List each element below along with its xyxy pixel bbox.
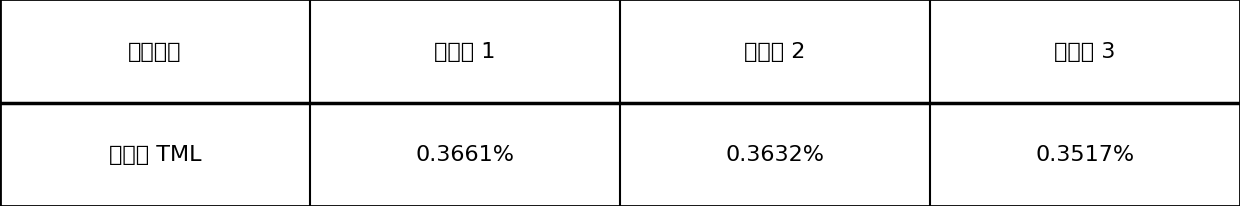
Text: 样品编号: 样品编号 [128,42,182,61]
Text: 实施例 2: 实施例 2 [744,42,806,61]
Text: 0.3632%: 0.3632% [725,145,825,164]
Text: 0.3661%: 0.3661% [415,145,515,164]
Text: 实施例 3: 实施例 3 [1054,42,1116,61]
Text: 实施例 1: 实施例 1 [434,42,496,61]
Text: 0.3517%: 0.3517% [1035,145,1135,164]
Text: 总质损 TML: 总质损 TML [109,145,201,164]
